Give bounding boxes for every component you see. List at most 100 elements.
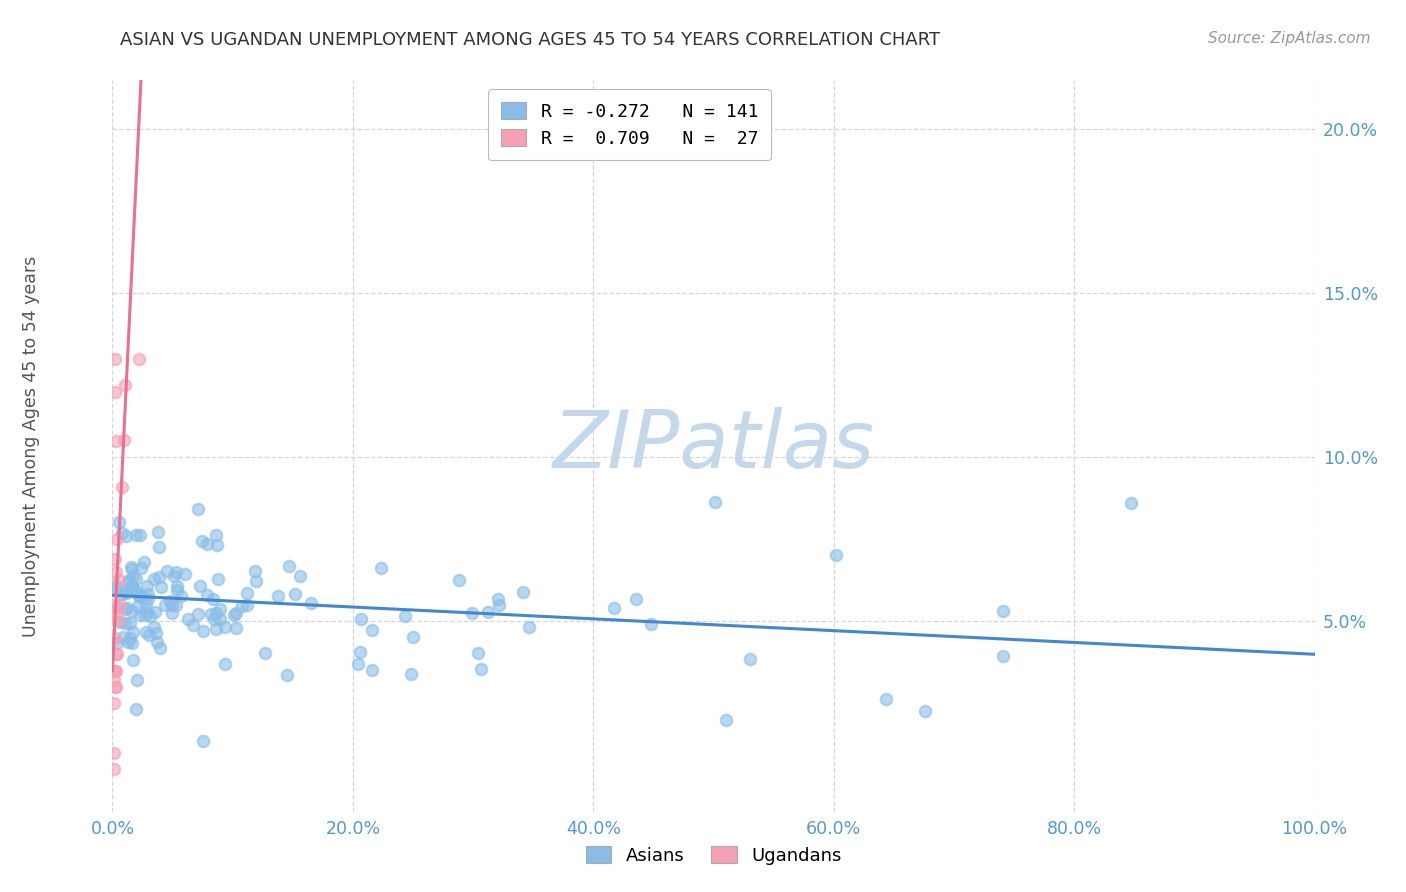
- Point: [277, 559, 299, 574]
- Point: [148, 570, 170, 584]
- Point: [156, 564, 179, 578]
- Point: [187, 607, 209, 622]
- Point: [103, 598, 125, 612]
- Point: [115, 586, 138, 600]
- Point: [121, 604, 143, 618]
- Point: [121, 569, 143, 583]
- Point: [394, 609, 416, 624]
- Point: [148, 540, 170, 554]
- Point: [115, 601, 138, 615]
- Point: [225, 621, 247, 635]
- Point: [149, 580, 172, 594]
- Point: [214, 657, 236, 672]
- Point: [148, 640, 170, 655]
- Point: [108, 598, 131, 612]
- Point: [243, 564, 266, 578]
- Point: [191, 733, 214, 747]
- Point: [125, 573, 148, 587]
- Point: [111, 631, 134, 645]
- Point: [105, 680, 128, 694]
- Point: [236, 586, 259, 600]
- Point: [162, 569, 184, 583]
- Point: [103, 746, 125, 760]
- Point: [517, 620, 540, 634]
- Point: [205, 538, 228, 552]
- Point: [104, 631, 127, 645]
- Point: [105, 606, 128, 620]
- Point: [121, 636, 143, 650]
- Point: [624, 592, 647, 607]
- Point: [125, 673, 148, 687]
- Point: [127, 585, 149, 599]
- Point: [166, 579, 188, 593]
- Point: [128, 528, 150, 542]
- Point: [111, 526, 134, 541]
- Point: [254, 646, 277, 660]
- Point: [875, 692, 897, 706]
- Point: [105, 434, 128, 448]
- Point: [993, 604, 1015, 618]
- Point: [135, 598, 157, 612]
- Point: [103, 697, 125, 711]
- Point: [704, 495, 727, 509]
- Legend: Asians, Ugandans: Asians, Ugandans: [578, 839, 849, 872]
- Point: [174, 566, 197, 581]
- Point: [187, 501, 209, 516]
- Point: [114, 529, 136, 543]
- Point: [128, 351, 150, 366]
- Point: [207, 572, 229, 586]
- Point: [467, 646, 489, 660]
- Point: [104, 352, 127, 367]
- Point: [825, 548, 848, 562]
- Point: [208, 612, 231, 626]
- Point: [181, 618, 204, 632]
- Point: [114, 602, 136, 616]
- Point: [195, 536, 218, 550]
- Point: [135, 624, 157, 639]
- Text: Source: ZipAtlas.com: Source: ZipAtlas.com: [1208, 31, 1371, 46]
- Point: [299, 596, 322, 610]
- Point: [460, 606, 482, 620]
- Point: [200, 607, 222, 621]
- Point: [402, 630, 425, 644]
- Point: [512, 584, 534, 599]
- Point: [105, 664, 128, 678]
- Point: [127, 599, 149, 613]
- Point: [202, 612, 225, 626]
- Point: [143, 572, 166, 586]
- Point: [105, 566, 128, 580]
- Point: [135, 579, 157, 593]
- Point: [602, 600, 624, 615]
- Point: [108, 574, 131, 588]
- Point: [160, 606, 183, 620]
- Point: [993, 648, 1015, 663]
- Point: [176, 612, 198, 626]
- Point: [129, 590, 152, 604]
- Point: [145, 606, 167, 620]
- Point: [120, 616, 142, 631]
- Text: Unemployment Among Ages 45 to 54 years: Unemployment Among Ages 45 to 54 years: [22, 255, 39, 637]
- Point: [145, 626, 167, 640]
- Point: [214, 620, 236, 634]
- Point: [115, 585, 138, 599]
- Point: [205, 528, 228, 542]
- Point: [914, 704, 936, 718]
- Point: [128, 607, 150, 622]
- Point: [236, 599, 259, 613]
- Point: [349, 645, 371, 659]
- Point: [153, 598, 176, 612]
- Point: [115, 583, 138, 598]
- Point: [205, 622, 228, 636]
- Point: [360, 623, 382, 637]
- Point: [120, 560, 142, 574]
- Text: ZIPatlas: ZIPatlas: [553, 407, 875, 485]
- Point: [117, 575, 139, 590]
- Point: [134, 607, 156, 622]
- Point: [145, 635, 167, 649]
- Point: [103, 673, 125, 687]
- Point: [225, 607, 247, 621]
- Point: [142, 619, 165, 633]
- Point: [103, 762, 125, 776]
- Point: [104, 552, 127, 566]
- Point: [276, 668, 298, 682]
